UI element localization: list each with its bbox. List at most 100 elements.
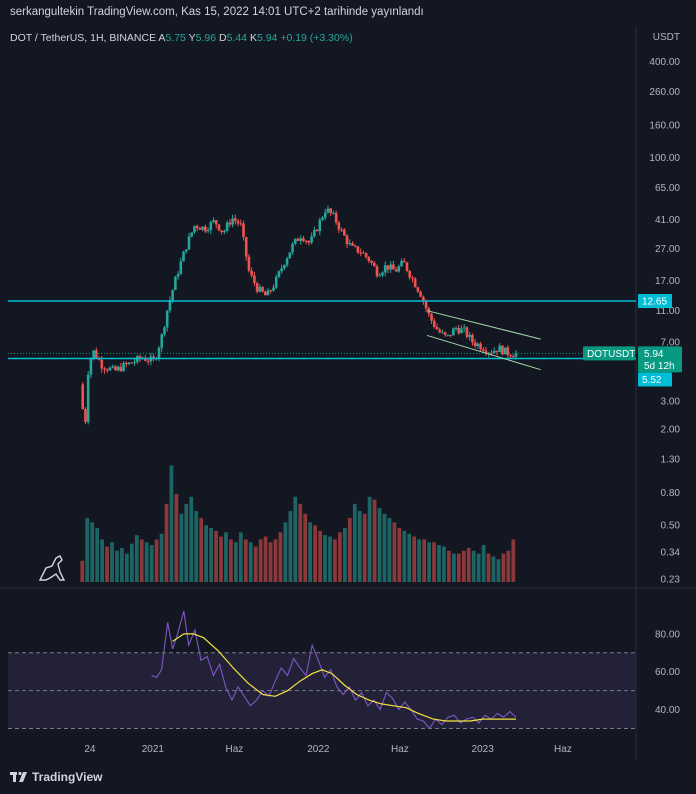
- candle-body: [228, 222, 232, 225]
- candle-body: [495, 350, 499, 353]
- volume-bar: [357, 511, 362, 582]
- candle-body: [492, 350, 496, 354]
- candle-body: [264, 291, 267, 296]
- volume-bar: [496, 559, 501, 582]
- candle-body: [364, 253, 368, 258]
- candle-body: [206, 230, 210, 232]
- volume-bar: [471, 550, 476, 582]
- volume-bar: [159, 533, 164, 582]
- volume-bar: [90, 522, 95, 582]
- candle-body: [89, 358, 93, 375]
- candle-body: [411, 277, 414, 279]
- volume-bar: [288, 511, 293, 582]
- candle-body: [209, 222, 213, 231]
- candle-body: [362, 252, 365, 254]
- volume-bar: [367, 496, 372, 582]
- candle-body: [315, 229, 319, 232]
- candle-body: [182, 251, 185, 262]
- candle-body: [122, 362, 125, 372]
- volume-bar: [224, 532, 228, 582]
- rsi-tick-60.00: 60.00: [655, 667, 680, 678]
- candle-body: [329, 208, 332, 214]
- candle-body: [321, 217, 324, 220]
- candle-body: [479, 343, 482, 350]
- legend-high: 5.96: [196, 32, 219, 44]
- volume-bar: [144, 542, 149, 582]
- legend-open-label: A: [158, 32, 165, 44]
- price-tick-400.00: 400.00: [649, 57, 680, 68]
- volume-bar: [204, 525, 209, 582]
- candle-body: [280, 268, 283, 272]
- candle-body: [144, 358, 147, 361]
- candle-body: [234, 218, 237, 221]
- candle-body: [302, 238, 305, 241]
- price-tick-0.34: 0.34: [661, 547, 681, 558]
- candle-body: [424, 301, 428, 309]
- candle-body: [184, 249, 188, 252]
- volume-bar: [476, 553, 481, 582]
- volume-bar: [387, 518, 392, 582]
- candle-body: [446, 334, 450, 336]
- volume-bar: [323, 535, 327, 582]
- candle-body: [111, 366, 114, 368]
- volume-bar: [313, 525, 318, 582]
- time-tick-2022: 2022: [307, 744, 330, 755]
- legend-symbol: DOT / TetherUS, 1H, BINANCE: [10, 32, 158, 44]
- volume-bar: [139, 539, 144, 582]
- volume-bar: [303, 513, 308, 582]
- legend-change: +0.19 (+3.30%): [280, 32, 352, 44]
- ohlc-legend: DOT / TetherUS, 1H, BINANCE A5.75 Y5.96 …: [10, 32, 353, 44]
- volume-bar: [199, 518, 204, 582]
- candle-body: [160, 334, 164, 348]
- candle-body: [108, 367, 112, 371]
- candle-body: [176, 274, 180, 277]
- candle-body: [217, 224, 221, 231]
- candle-body: [501, 345, 504, 355]
- volume-bar: [268, 542, 273, 582]
- price-tick-27.00: 27.00: [655, 244, 680, 255]
- candle-body: [353, 245, 357, 247]
- candle-body: [443, 332, 447, 335]
- candle-body: [95, 350, 98, 359]
- candle-body: [288, 252, 292, 259]
- candle-body: [370, 260, 373, 263]
- candle-body: [231, 218, 234, 225]
- volume-bar: [451, 553, 456, 582]
- candle-body: [119, 366, 123, 372]
- candle-body: [373, 262, 376, 267]
- legend-low-label: D: [219, 32, 227, 44]
- candle-body: [337, 222, 341, 230]
- candle-body: [471, 334, 474, 343]
- candle-body: [255, 283, 259, 292]
- candle-body: [511, 356, 515, 358]
- legend-close: 5.94: [257, 32, 280, 44]
- volume-bar: [466, 547, 471, 582]
- candle-body: [220, 230, 223, 233]
- volume-bar: [506, 550, 511, 582]
- candle-body: [359, 252, 362, 254]
- volume-bar: [417, 539, 422, 582]
- volume-bar: [100, 539, 104, 582]
- candle-body: [422, 296, 425, 302]
- rsi-ma-line: [172, 633, 516, 722]
- candle-body: [133, 362, 136, 364]
- tradingview-logo[interactable]: TradingView: [10, 770, 102, 784]
- volume-bar: [456, 553, 461, 582]
- tradingview-brand: TradingView: [32, 770, 103, 784]
- candle-body: [462, 327, 466, 329]
- candle-body: [457, 328, 461, 334]
- volume-bar: [110, 542, 114, 582]
- candle-body: [225, 222, 229, 231]
- volume-bar: [397, 528, 402, 582]
- candle-body: [242, 223, 245, 238]
- rsi-tick-80.00: 80.00: [655, 629, 680, 640]
- support-price-badge: 5.52: [642, 375, 662, 386]
- volume-bar: [189, 496, 194, 582]
- candle-body: [174, 276, 177, 291]
- volume-bar: [447, 550, 451, 582]
- candle-body: [293, 238, 297, 244]
- volume-bar: [437, 545, 441, 582]
- volume-bar: [238, 532, 243, 582]
- candle-body: [438, 329, 441, 333]
